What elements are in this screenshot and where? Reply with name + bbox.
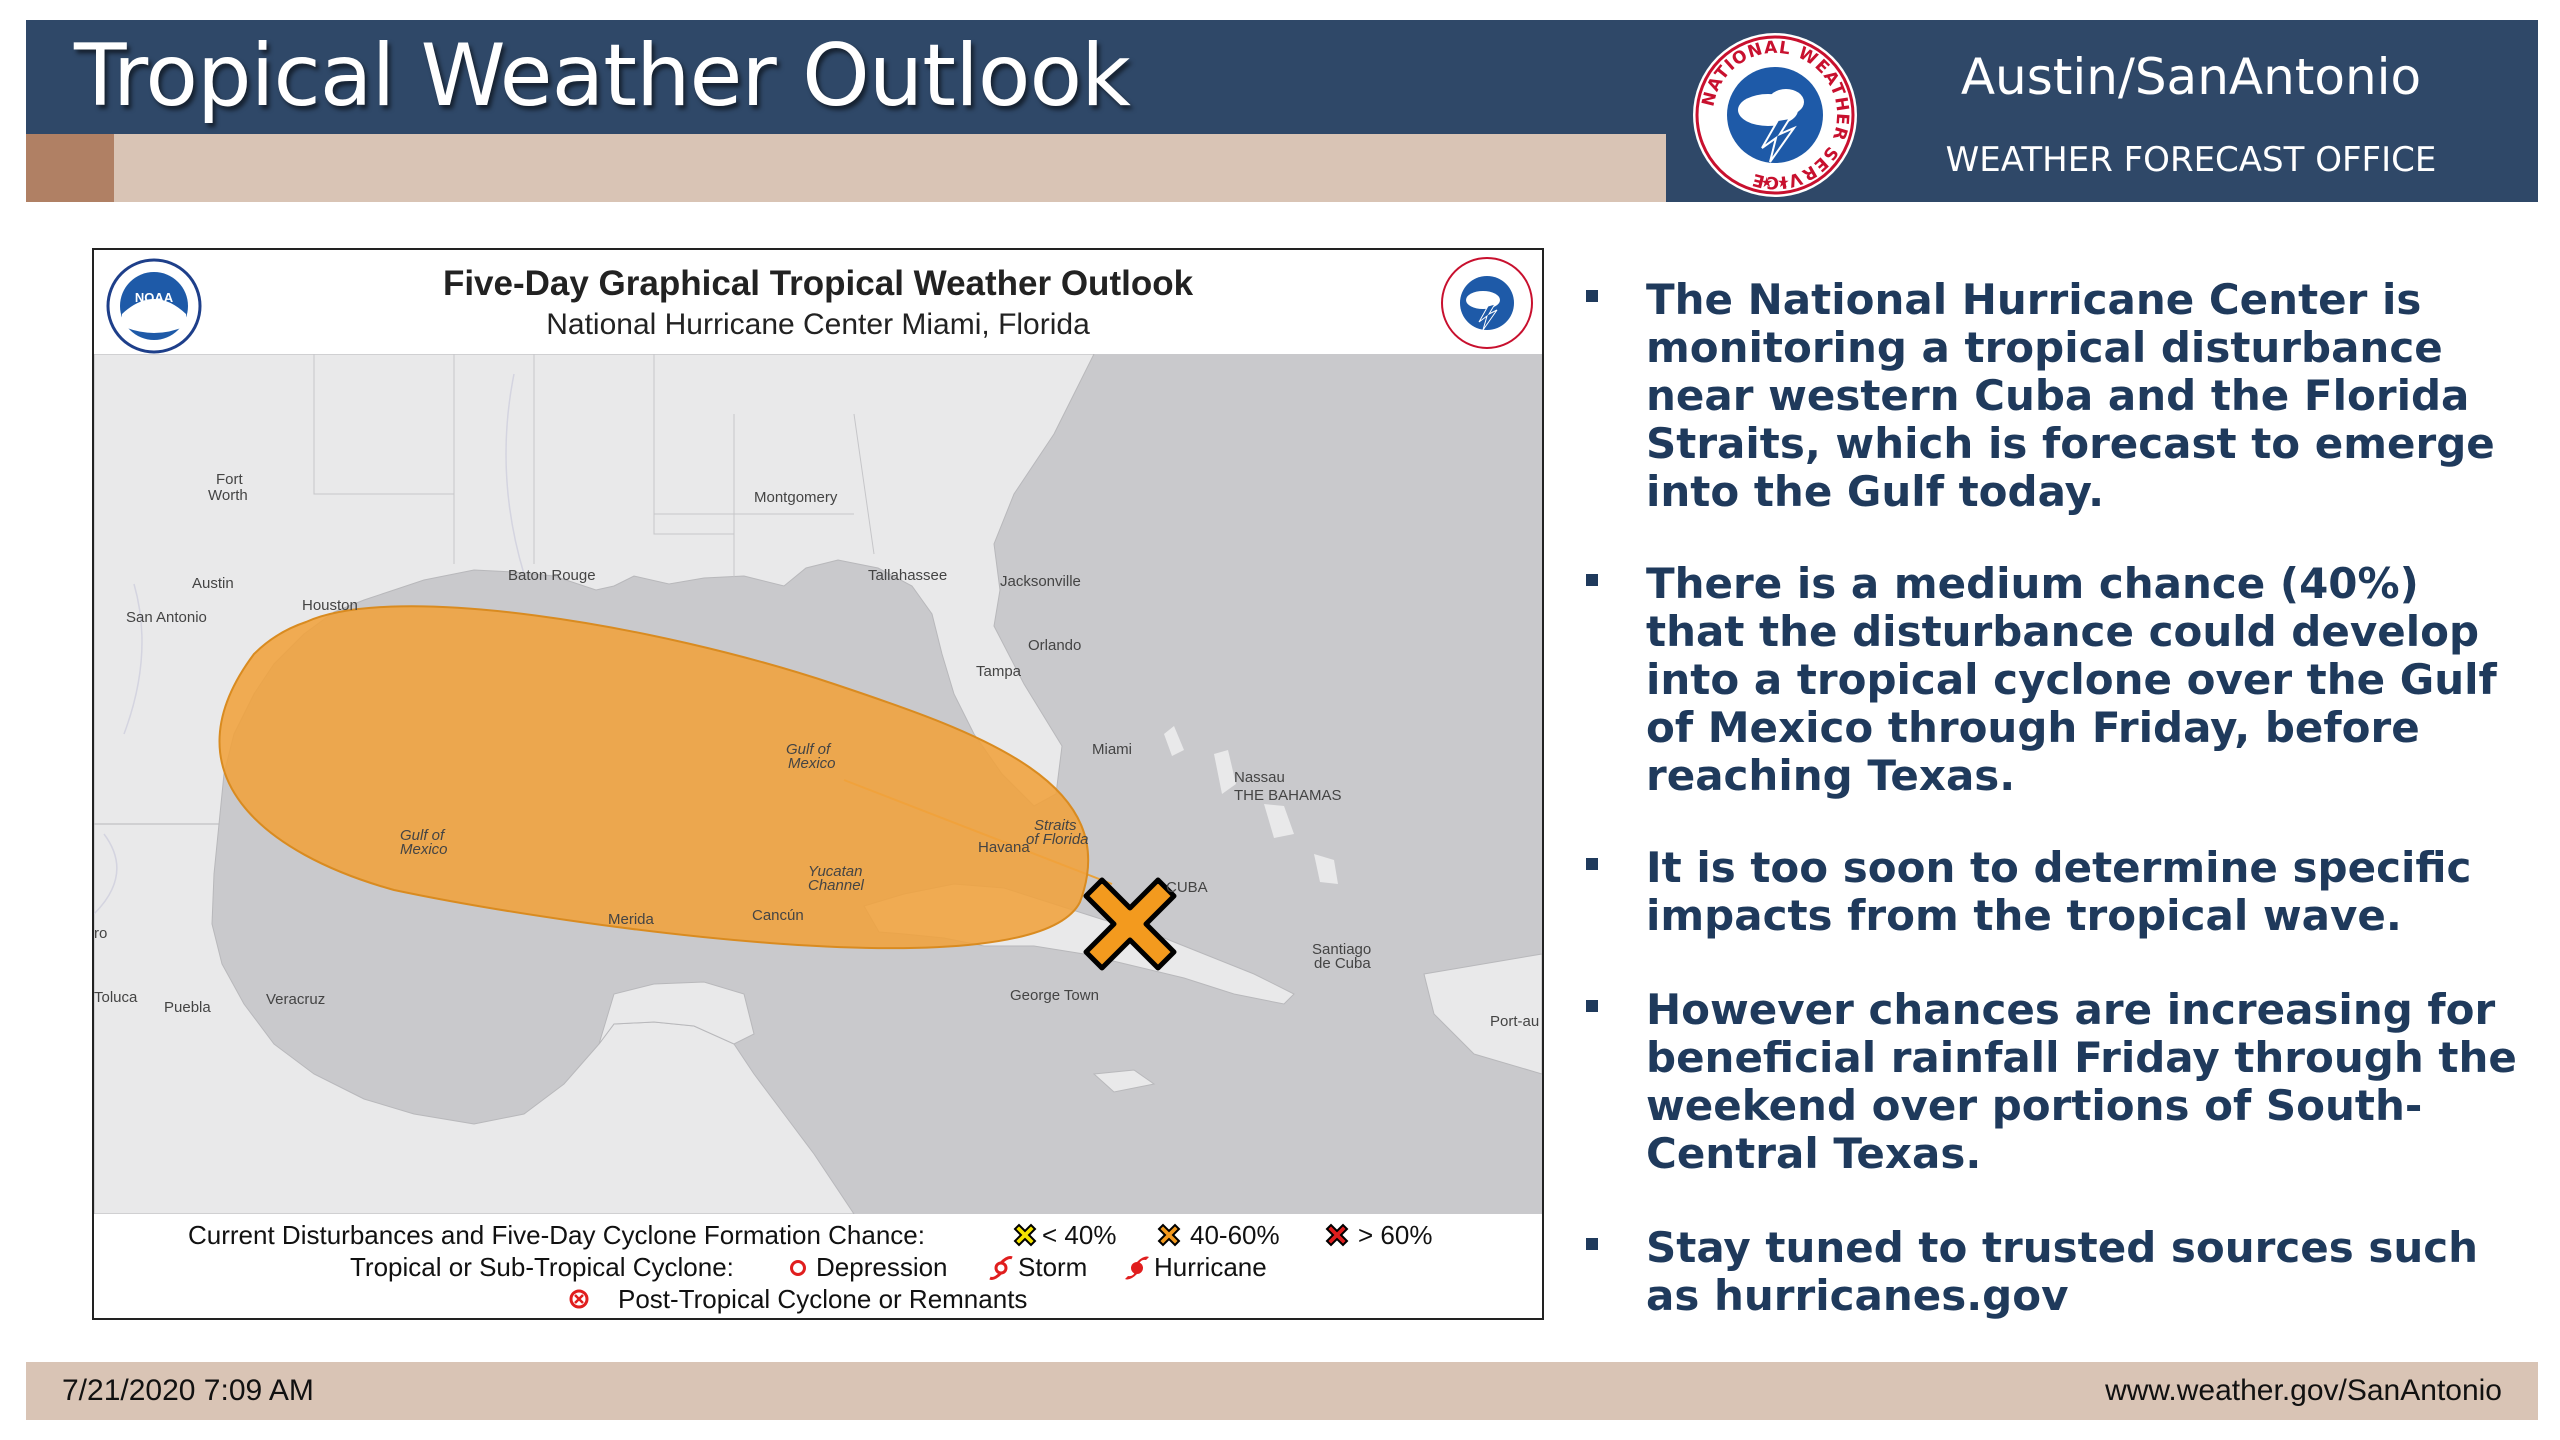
label-george-town: George Town	[1010, 987, 1099, 1004]
bullet-text: However chances are increasing for benef…	[1646, 985, 2517, 1178]
label-nassau: Nassau	[1234, 769, 1285, 786]
bullet-marker	[1586, 858, 1598, 870]
label-puebla: Puebla	[164, 999, 211, 1016]
gulf-of-mexico-map: Fort Worth Montgomery Austin Baton Rouge…	[94, 354, 1542, 1214]
label-santiago-1: Santiago	[1312, 941, 1371, 958]
legend-hurricane: Hurricane	[1154, 1252, 1267, 1282]
label-san-antonio: San Antonio	[126, 609, 207, 626]
disturbance-x-marker	[1083, 877, 1177, 971]
legend-low: < 40%	[1042, 1220, 1117, 1250]
label-straits-b: of Florida	[1026, 831, 1089, 848]
label-orlando: Orlando	[1028, 637, 1081, 654]
bullet-marker	[1586, 574, 1598, 586]
label-havana: Havana	[978, 839, 1030, 856]
label-ro: ro	[94, 925, 107, 942]
bullet-marker	[1586, 1000, 1598, 1012]
bullet-text: There is a medium chance (40%) that the …	[1646, 559, 2497, 800]
label-cancun: Cancún	[752, 907, 804, 924]
low-chance-x-icon	[1013, 1223, 1037, 1247]
legend-medium: 40-60%	[1190, 1220, 1280, 1250]
formation-area	[218, 605, 1090, 950]
label-merida: Merida	[608, 911, 655, 928]
nws-logo: NATIONAL WEATHER SERVICE ★ ★	[1693, 33, 1857, 197]
office-subtitle: WEATHER FORECAST OFFICE	[1945, 140, 2437, 180]
outlook-map-panel: NOAA Five-Day Graphical Tropical Weather…	[92, 248, 1544, 1320]
map-subtitle: National Hurricane Center Miami, Florida	[546, 308, 1090, 341]
label-bahamas: THE BAHAMAS	[1234, 787, 1342, 804]
bullet-text: It is too soon to determine specific imp…	[1646, 843, 2472, 940]
header-accent-strip	[26, 134, 1666, 202]
label-austin: Austin	[192, 575, 234, 592]
legend-cyclone-label: Tropical or Sub-Tropical Cyclone:	[350, 1252, 734, 1282]
office-name: Austin/SanAntonio	[1960, 48, 2422, 106]
noaa-logo-text: NOAA	[135, 290, 174, 305]
depression-icon	[790, 1260, 806, 1276]
bullet-marker	[1586, 290, 1598, 302]
footer-url[interactable]: www.weather.gov/SanAntonio	[2105, 1374, 2502, 1407]
bullet-marker	[1586, 1238, 1598, 1250]
label-tampa: Tampa	[976, 663, 1022, 680]
label-gulf-1b: Mexico	[788, 755, 836, 772]
legend-high: > 60%	[1358, 1220, 1433, 1250]
map-title: Five-Day Graphical Tropical Weather Outl…	[442, 264, 1194, 303]
label-yucatan-b: Channel	[808, 877, 865, 894]
label-miami: Miami	[1092, 741, 1132, 758]
label-veracruz: Veracruz	[266, 991, 325, 1008]
header-accent-swatch	[26, 134, 114, 202]
noaa-logo: NOAA	[106, 258, 202, 354]
legend-post-tropical: Post-Tropical Cyclone or Remnants	[618, 1284, 1028, 1314]
label-fort-worth-2: Worth	[208, 487, 248, 504]
page-title: Tropical Weather Outlook	[74, 26, 1131, 126]
legend-current-label: Current Disturbances and Five-Day Cyclon…	[188, 1220, 925, 1250]
title-bar: Tropical Weather Outlook	[26, 20, 1666, 134]
nws-small-logo	[1441, 257, 1533, 349]
medium-chance-x-icon	[1157, 1223, 1181, 1247]
bullet-text: Stay tuned to trusted sources such as hu…	[1646, 1223, 2479, 1320]
bullet-text: The National Hurricane Center is monitor…	[1646, 275, 2495, 516]
label-jacksonville: Jacksonville	[1000, 573, 1081, 590]
footer: 7/21/2020 7:09 AM www.weather.gov/SanAnt…	[26, 1362, 2538, 1420]
label-baton-rouge: Baton Rouge	[508, 567, 596, 584]
label-montgomery: Montgomery	[754, 489, 838, 506]
label-santiago-2: de Cuba	[1314, 955, 1371, 972]
label-tallahassee: Tallahassee	[868, 567, 947, 584]
svg-text:★ ★: ★ ★	[1761, 174, 1790, 190]
legend-storm: Storm	[1018, 1252, 1088, 1282]
label-gulf-1a: Gulf of	[786, 741, 832, 758]
high-chance-x-icon	[1325, 1223, 1349, 1247]
footer-date: 7/21/2020 7:09 AM	[62, 1374, 314, 1407]
label-toluca: Toluca	[94, 989, 138, 1006]
label-houston: Houston	[302, 597, 358, 614]
label-straits-a: Straits	[1034, 817, 1077, 834]
office-banner: NATIONAL WEATHER SERVICE ★ ★ Austin/SanA…	[1666, 20, 2538, 202]
legend-depression: Depression	[816, 1252, 948, 1282]
storm-icon	[989, 1256, 1013, 1280]
header: Tropical Weather Outlook NATIONAL WEATHE…	[26, 20, 2538, 202]
label-fort-worth-1: Fort	[216, 471, 244, 488]
post-tropical-icon	[569, 1289, 589, 1309]
label-gulf-2b: Mexico	[400, 841, 448, 858]
label-port-au: Port-au	[1490, 1013, 1539, 1030]
label-yucatan-a: Yucatan	[808, 863, 863, 880]
label-cuba: CUBA	[1166, 879, 1208, 896]
map-legend: Current Disturbances and Five-Day Cyclon…	[94, 1212, 1542, 1318]
label-gulf-2a: Gulf of	[400, 827, 446, 844]
hurricane-icon	[1125, 1256, 1149, 1280]
